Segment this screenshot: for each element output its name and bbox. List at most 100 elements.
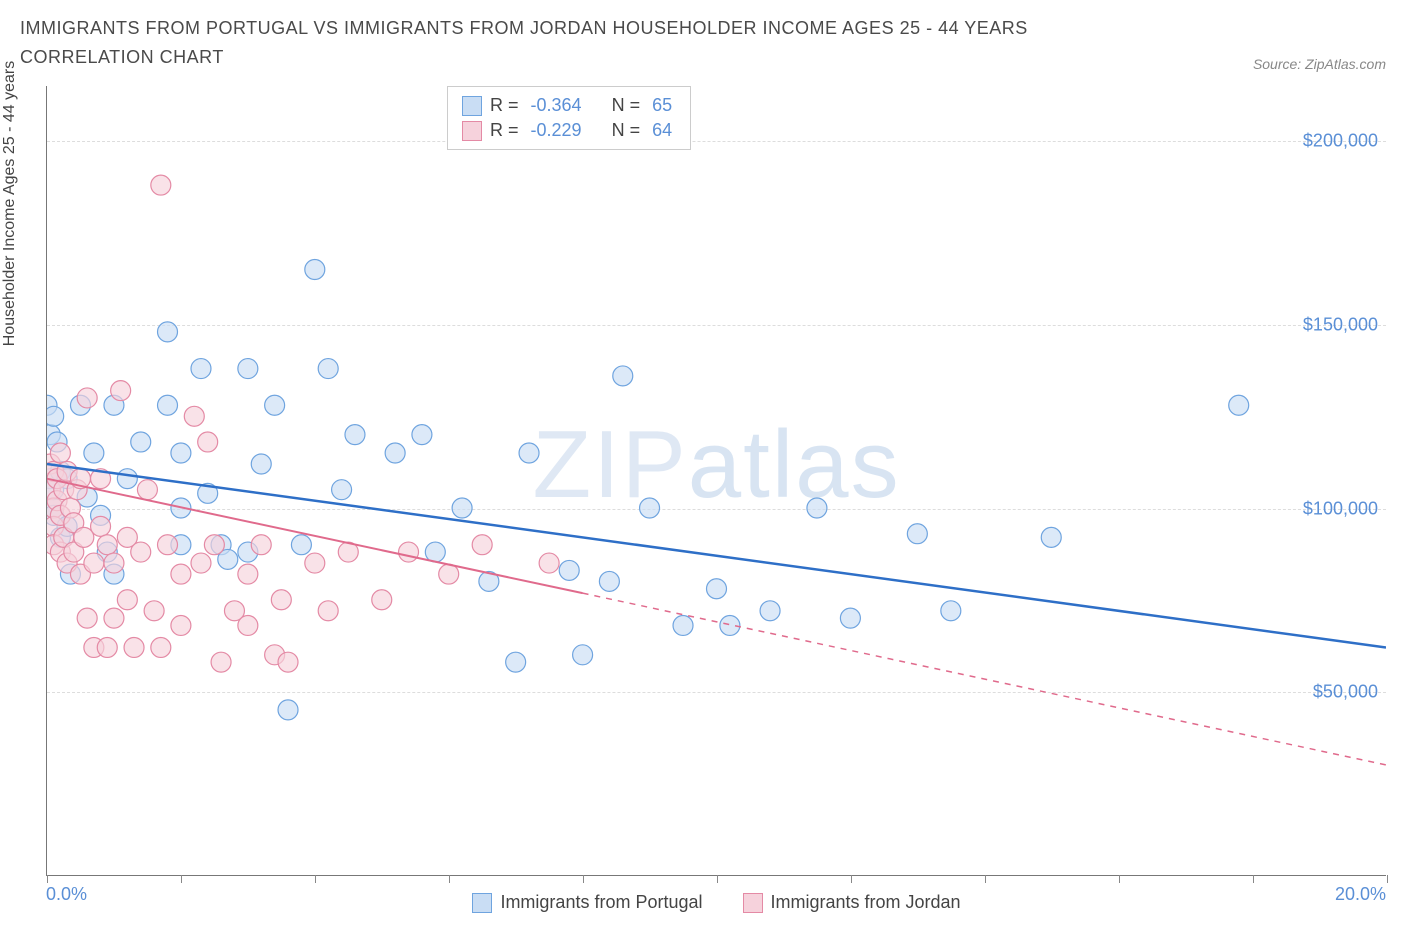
portugal-point [318,359,338,379]
portugal-point [305,260,325,280]
portugal-point [907,524,927,544]
portugal-point [131,432,151,452]
x-axis-min-label: 0.0% [46,884,87,905]
jordan-point [151,175,171,195]
portugal-point [291,535,311,555]
jordan-point [117,590,137,610]
portugal-point [452,498,472,518]
portugal-point [760,601,780,621]
jordan-point [171,615,191,635]
correlation-stats-box: R = -0.364 N = 65 R = -0.229 N = 64 [447,86,691,150]
portugal-point [412,425,432,445]
jordan-point [111,381,131,401]
n-value: 65 [652,95,672,116]
jordan-point [184,406,204,426]
x-tick [1253,875,1254,883]
portugal-point [345,425,365,445]
portugal-point [425,542,445,562]
jordan-point [97,535,117,555]
jordan-point [97,637,117,657]
jordan-point [171,564,191,584]
x-tick [583,875,584,883]
x-axis-max-label: 20.0% [1335,884,1386,905]
jordan-point [104,553,124,573]
x-tick [449,875,450,883]
source-attribution: Source: ZipAtlas.com [1253,56,1386,72]
portugal-point [519,443,539,463]
portugal-point [640,498,660,518]
x-tick [985,875,986,883]
jordan-point [77,388,97,408]
portugal-point [47,406,64,426]
jordan-point [372,590,392,610]
portugal-point [1229,395,1249,415]
jordan-point [77,608,97,628]
jordan-point [539,553,559,573]
jordan-point [278,652,298,672]
n-value: 64 [652,120,672,141]
x-tick [717,875,718,883]
portugal-point [385,443,405,463]
jordan-point [137,480,157,500]
jordan-point [50,443,70,463]
legend-swatch [462,121,482,141]
jordan-point [91,516,111,536]
scatter-svg [47,86,1386,875]
jordan-point [204,535,224,555]
x-tick [315,875,316,883]
jordan-point [251,535,271,555]
stats-row: R = -0.229 N = 64 [462,118,676,143]
portugal-point [506,652,526,672]
portugal-point [941,601,961,621]
x-tick [1119,875,1120,883]
r-value: -0.364 [531,95,582,116]
jordan-point [238,564,258,584]
jordan-trendline-dashed [583,593,1386,765]
portugal-point [559,560,579,580]
x-axis-labels: 0.0% 20.0% [46,884,1386,914]
portugal-point [238,359,258,379]
jordan-point [151,637,171,657]
jordan-point [131,542,151,562]
portugal-point [707,579,727,599]
portugal-point [807,498,827,518]
chart-header: IMMIGRANTS FROM PORTUGAL VS IMMIGRANTS F… [0,0,1406,76]
portugal-point [613,366,633,386]
jordan-point [144,601,164,621]
chart-plot-area: ZIPatlas R = -0.364 N = 65 R = -0.229 N … [46,86,1386,876]
portugal-point [265,395,285,415]
jordan-point [191,553,211,573]
jordan-point [124,637,144,657]
jordan-point [158,535,178,555]
portugal-point [251,454,271,474]
jordan-point [238,615,258,635]
jordan-point [84,553,104,573]
x-tick [1387,875,1388,883]
jordan-point [305,553,325,573]
portugal-point [332,480,352,500]
portugal-point [673,615,693,635]
jordan-point [472,535,492,555]
jordan-point [211,652,231,672]
x-tick [181,875,182,883]
legend-swatch [462,96,482,116]
portugal-point [158,395,178,415]
portugal-point [573,645,593,665]
jordan-point [399,542,419,562]
jordan-point [439,564,459,584]
portugal-point [840,608,860,628]
x-tick [851,875,852,883]
jordan-point [104,608,124,628]
jordan-point [318,601,338,621]
chart-title: IMMIGRANTS FROM PORTUGAL VS IMMIGRANTS F… [20,14,1120,72]
portugal-point [117,469,137,489]
portugal-point [158,322,178,342]
y-axis-title: Householder Income Ages 25 - 44 years [1,61,19,347]
x-tick [47,875,48,883]
portugal-point [84,443,104,463]
r-value: -0.229 [531,120,582,141]
portugal-point [278,700,298,720]
jordan-point [198,432,218,452]
portugal-point [171,443,191,463]
jordan-point [271,590,291,610]
